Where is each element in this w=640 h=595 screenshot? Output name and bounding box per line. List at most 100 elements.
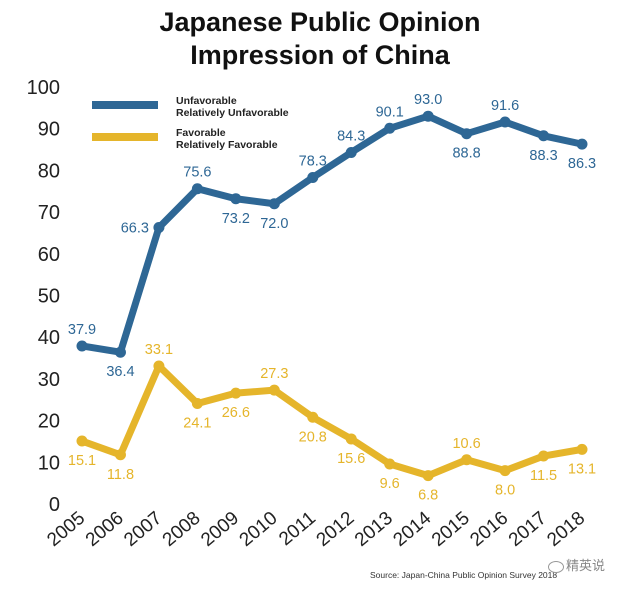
x-axis: 2005200620072008200920102011201220132014…	[43, 507, 589, 551]
data-label: 9.6	[380, 476, 400, 492]
x-tick-label: 2007	[120, 508, 166, 551]
y-tick-label: 0	[49, 494, 60, 516]
x-tick-label: 2018	[543, 508, 589, 551]
wechat-icon	[548, 560, 564, 573]
y-tick-label: 80	[38, 160, 60, 182]
x-tick-label: 2012	[313, 508, 359, 551]
x-tick-label: 2006	[82, 508, 128, 551]
y-tick-label: 40	[38, 327, 60, 349]
data-point	[268, 384, 280, 396]
data-label: 24.1	[183, 416, 211, 432]
y-tick-label: 60	[38, 244, 60, 266]
x-tick-label: 2014	[389, 507, 435, 551]
x-tick-label: 2015	[428, 508, 474, 551]
x-tick-label: 2009	[197, 508, 243, 551]
x-tick-label: 2008	[159, 508, 205, 551]
data-point	[538, 130, 550, 142]
data-label: 78.3	[299, 153, 327, 169]
data-label: 36.4	[106, 364, 134, 380]
data-label: 33.1	[145, 342, 173, 358]
data-label: 13.1	[568, 461, 596, 477]
watermark-text: 精英说	[566, 559, 606, 574]
data-point	[76, 435, 88, 447]
data-label: 6.8	[418, 488, 438, 504]
data-label: 20.8	[299, 429, 327, 445]
series-unfavorable: 37.9 36.4 66.3 75.6 73.2 72.0 78.3 84.3 90.1 93.0…	[68, 92, 596, 380]
data-point	[499, 116, 511, 128]
data-point	[153, 222, 165, 234]
data-point	[191, 398, 203, 410]
x-tick-label: 2013	[351, 508, 397, 551]
data-label: 84.3	[337, 128, 365, 144]
data-label: 93.0	[414, 92, 442, 108]
data-point	[230, 387, 242, 399]
data-point	[499, 465, 511, 477]
data-point	[345, 146, 357, 158]
data-label: 72.0	[260, 216, 288, 232]
data-label: 15.1	[68, 453, 96, 469]
data-point	[461, 454, 473, 466]
chart-title-line-2: Impression of China	[190, 40, 450, 70]
data-point	[230, 193, 242, 205]
data-point	[384, 122, 396, 134]
data-point	[538, 450, 550, 462]
data-label: 86.3	[568, 156, 596, 172]
x-tick-label: 2011	[275, 508, 320, 550]
data-point	[153, 360, 165, 372]
y-tick-label: 70	[38, 202, 60, 224]
y-tick-label: 100	[27, 77, 60, 99]
data-label: 11.8	[107, 467, 134, 483]
data-label: 91.6	[491, 98, 519, 114]
data-point	[461, 128, 473, 140]
data-point	[384, 458, 396, 470]
data-point	[307, 171, 319, 183]
data-point	[268, 198, 280, 210]
y-tick-label: 20	[38, 411, 60, 433]
data-point	[76, 340, 88, 352]
legend-sublabel: Relatively Favorable	[176, 139, 278, 151]
data-label: 8.0	[495, 483, 515, 499]
legend-sublabel: Relatively Unfavorable	[176, 107, 289, 119]
series-layer: 37.9 36.4 66.3 75.6 73.2 72.0 78.3 84.3 90.1 93.0…	[68, 92, 596, 503]
y-tick-label: 10	[38, 452, 60, 474]
series-line-unfavorable	[78, 112, 586, 356]
data-point	[191, 183, 203, 195]
data-label: 66.3	[121, 221, 149, 237]
series-line-favorable	[78, 362, 586, 480]
y-tick-label: 90	[38, 119, 60, 141]
data-label: 11.5	[530, 468, 557, 484]
data-point	[576, 443, 588, 455]
x-tick-label: 2017	[505, 508, 551, 551]
y-tick-label: 30	[38, 369, 60, 391]
legend-label: Unfavorable	[176, 95, 237, 107]
x-tick-label: 2016	[466, 508, 512, 551]
data-label: 75.6	[183, 165, 211, 181]
series-favorable: 15.1 11.8 33.1 24.1 26.6 27.3 20.8 15.6 9.6 6.8 10…	[68, 342, 596, 504]
data-label: 10.6	[452, 436, 480, 452]
data-label: 90.1	[376, 104, 404, 120]
data-point	[576, 138, 588, 150]
data-label: 37.9	[68, 322, 96, 338]
source-note: Source: Japan-China Public Opinion Surve…	[370, 570, 558, 580]
data-point	[422, 110, 434, 122]
data-point	[114, 346, 126, 358]
data-point	[422, 470, 434, 482]
x-tick-label: 2010	[236, 508, 282, 551]
data-label: 26.6	[222, 405, 250, 421]
chart-title: Japanese Public Opinion Impression of Ch…	[0, 6, 640, 72]
chart-title-line-1: Japanese Public Opinion	[159, 7, 481, 37]
y-tick-label: 50	[38, 286, 60, 308]
data-label: 15.6	[337, 451, 365, 467]
y-axis: 0 10 20 30 40 50 60 70 80 90 100	[27, 77, 60, 516]
data-point	[114, 449, 126, 461]
data-label: 88.3	[529, 148, 557, 164]
data-label: 88.8	[452, 146, 480, 162]
data-point	[307, 411, 319, 423]
legend-label: Favorable	[176, 127, 226, 139]
data-label: 27.3	[260, 366, 288, 382]
watermark: 精英说	[548, 555, 605, 574]
data-point	[345, 433, 357, 445]
data-label: 73.2	[222, 211, 250, 227]
